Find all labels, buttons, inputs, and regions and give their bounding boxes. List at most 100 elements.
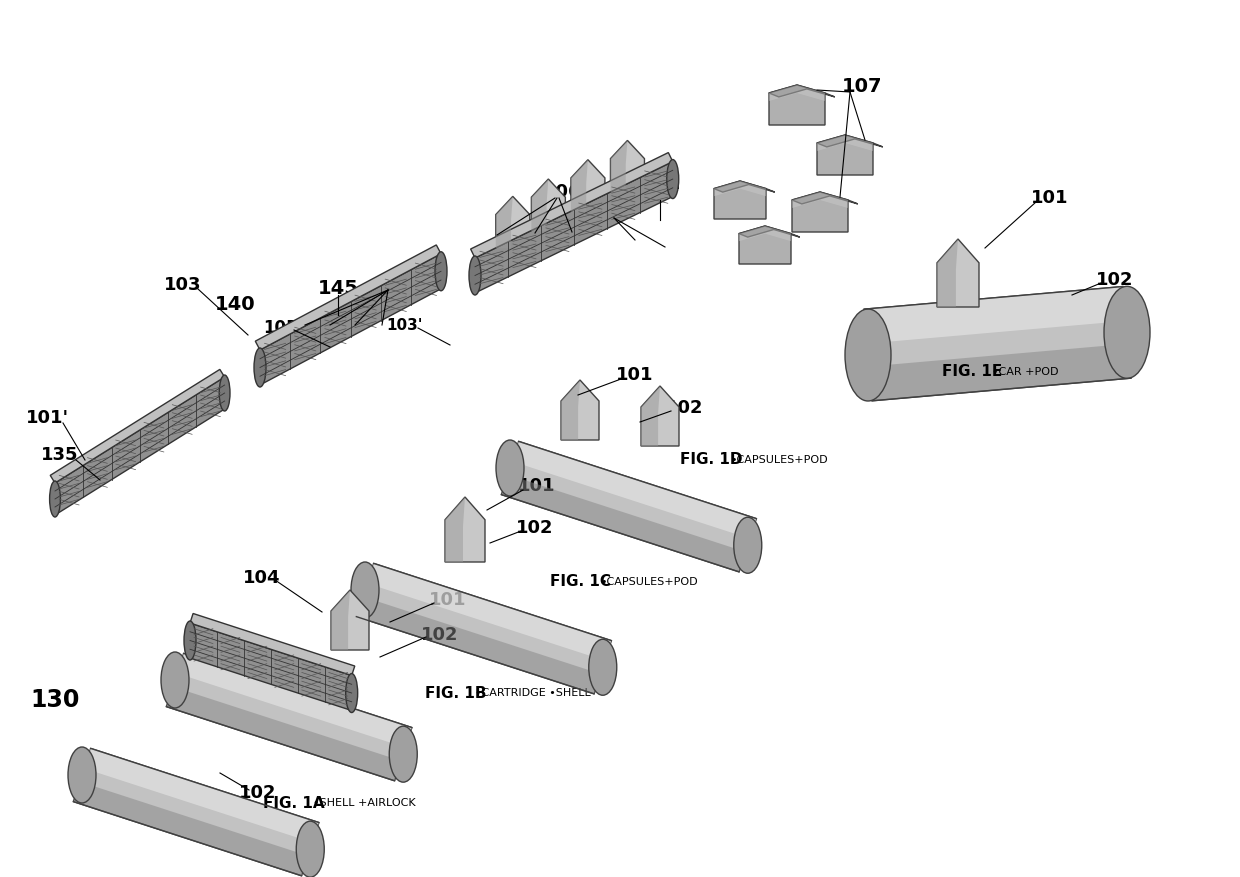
- Text: 104: 104: [243, 569, 280, 587]
- Polygon shape: [84, 748, 319, 843]
- Text: •SHELL +AIRLOCK: •SHELL +AIRLOCK: [314, 798, 417, 808]
- Ellipse shape: [1104, 286, 1149, 378]
- Ellipse shape: [351, 562, 379, 618]
- Polygon shape: [471, 153, 673, 258]
- Polygon shape: [367, 563, 611, 660]
- Ellipse shape: [254, 348, 267, 387]
- Polygon shape: [739, 226, 800, 237]
- Polygon shape: [475, 161, 673, 293]
- Text: 103': 103': [387, 317, 423, 332]
- Polygon shape: [51, 369, 224, 483]
- Polygon shape: [501, 474, 745, 572]
- Text: •CAR +POD: •CAR +POD: [992, 367, 1059, 377]
- Polygon shape: [73, 748, 319, 876]
- Polygon shape: [356, 563, 611, 694]
- Polygon shape: [177, 653, 412, 747]
- Polygon shape: [739, 226, 791, 241]
- Polygon shape: [560, 380, 580, 440]
- Polygon shape: [641, 386, 680, 446]
- Polygon shape: [792, 192, 848, 208]
- Text: 102: 102: [422, 626, 459, 644]
- Polygon shape: [769, 85, 835, 97]
- Text: 105: 105: [263, 319, 298, 337]
- Ellipse shape: [68, 747, 95, 803]
- Polygon shape: [937, 239, 959, 307]
- Polygon shape: [532, 179, 565, 231]
- Polygon shape: [331, 590, 350, 650]
- Polygon shape: [641, 386, 660, 446]
- Ellipse shape: [844, 309, 892, 401]
- Polygon shape: [714, 181, 775, 192]
- Polygon shape: [769, 85, 825, 101]
- Ellipse shape: [50, 481, 61, 517]
- Text: 106: 106: [544, 183, 582, 201]
- Polygon shape: [501, 441, 756, 572]
- Ellipse shape: [184, 621, 196, 660]
- Ellipse shape: [469, 256, 481, 295]
- Polygon shape: [166, 687, 401, 781]
- Ellipse shape: [667, 160, 678, 198]
- Polygon shape: [570, 160, 588, 211]
- Polygon shape: [714, 181, 766, 196]
- Polygon shape: [55, 377, 224, 515]
- Text: 102: 102: [666, 399, 704, 417]
- Polygon shape: [560, 380, 599, 440]
- Ellipse shape: [589, 639, 616, 695]
- Ellipse shape: [435, 252, 446, 291]
- Ellipse shape: [296, 821, 324, 877]
- Text: 101: 101: [518, 477, 556, 495]
- Text: 107: 107: [842, 77, 882, 96]
- Polygon shape: [817, 135, 873, 175]
- Text: •CARTRIDGE •SHELL: •CARTRIDGE •SHELL: [475, 688, 591, 698]
- Polygon shape: [331, 590, 370, 650]
- Polygon shape: [869, 344, 1131, 401]
- Polygon shape: [817, 135, 883, 147]
- Text: 101: 101: [1032, 189, 1069, 207]
- Polygon shape: [445, 497, 485, 562]
- Ellipse shape: [496, 440, 525, 496]
- Polygon shape: [190, 623, 352, 710]
- Text: 103: 103: [164, 276, 202, 294]
- Text: 145: 145: [317, 279, 358, 297]
- Polygon shape: [496, 196, 513, 248]
- Text: FIG. 1E: FIG. 1E: [942, 365, 1002, 380]
- Ellipse shape: [219, 375, 229, 411]
- Text: 106: 106: [379, 276, 417, 294]
- Polygon shape: [255, 245, 441, 350]
- Text: 106': 106': [585, 208, 621, 223]
- Polygon shape: [166, 653, 412, 781]
- Polygon shape: [739, 226, 791, 264]
- Text: 101': 101': [26, 409, 69, 427]
- Polygon shape: [73, 781, 308, 876]
- Text: 101: 101: [429, 591, 466, 609]
- Ellipse shape: [161, 652, 188, 708]
- Text: •CAPSULES+POD: •CAPSULES+POD: [600, 577, 698, 587]
- Ellipse shape: [389, 726, 417, 782]
- Polygon shape: [769, 85, 825, 125]
- Polygon shape: [356, 596, 600, 694]
- Ellipse shape: [346, 674, 357, 712]
- Polygon shape: [610, 140, 645, 192]
- Text: 102: 102: [239, 784, 277, 802]
- Text: •CAPSULES+POD: •CAPSULES+POD: [730, 455, 828, 465]
- Polygon shape: [792, 192, 848, 232]
- Text: 102: 102: [516, 519, 554, 537]
- Polygon shape: [532, 179, 548, 231]
- Text: 145': 145': [635, 183, 682, 203]
- Text: 101: 101: [616, 366, 653, 384]
- Text: FIG. 1B: FIG. 1B: [425, 686, 486, 701]
- Text: 135: 135: [41, 446, 79, 464]
- Polygon shape: [937, 239, 980, 307]
- Text: FIG. 1D: FIG. 1D: [680, 453, 743, 467]
- Polygon shape: [610, 140, 627, 192]
- Polygon shape: [190, 614, 355, 675]
- Polygon shape: [496, 196, 529, 248]
- Polygon shape: [260, 253, 441, 385]
- Polygon shape: [864, 287, 1131, 401]
- Text: 102: 102: [1096, 271, 1133, 289]
- Text: FIG. 1A: FIG. 1A: [263, 795, 325, 810]
- Ellipse shape: [734, 517, 761, 574]
- Polygon shape: [512, 441, 756, 538]
- Text: 140: 140: [215, 296, 255, 315]
- Polygon shape: [817, 135, 873, 151]
